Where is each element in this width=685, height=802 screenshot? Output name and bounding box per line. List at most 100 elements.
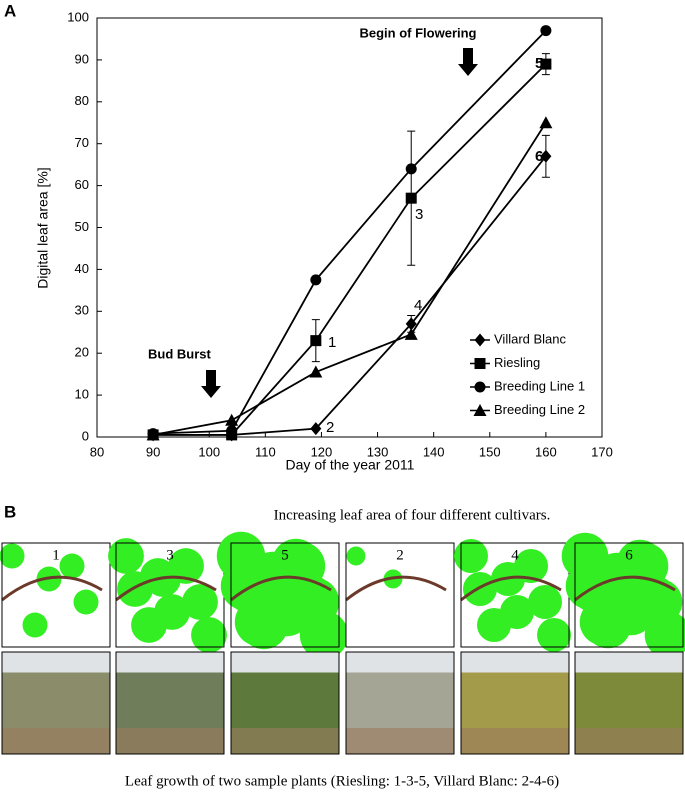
legend-label: Villard Blanc	[494, 331, 567, 346]
x-axis-label: Day of the year 2011	[286, 457, 415, 473]
legend-label: Breeding Line 1	[494, 378, 585, 393]
image-label: 4	[511, 547, 519, 563]
y-tick-label: 0	[82, 428, 89, 443]
leaf-mask	[0, 543, 25, 569]
x-tick-label: 120	[311, 444, 333, 459]
annotation: 3	[415, 206, 423, 223]
marker	[473, 404, 487, 416]
x-tick-label: 150	[479, 444, 501, 459]
marker	[405, 317, 417, 331]
marker	[310, 274, 322, 286]
leaf-mask	[22, 612, 48, 638]
leaf-mask	[73, 589, 99, 615]
photo-sky	[346, 652, 454, 673]
leaf-mask	[168, 548, 204, 584]
photo-ground	[461, 728, 569, 754]
photo-sky	[2, 652, 110, 673]
image-label: 3	[166, 547, 174, 563]
legend-label: Breeding Line 2	[494, 402, 585, 417]
caption: Leaf growth of two sample plants (Riesli…	[125, 773, 559, 789]
photo-ground	[346, 728, 454, 754]
leaf-mask	[616, 539, 664, 587]
vine	[1, 575, 103, 602]
photo-ground	[2, 728, 110, 754]
photo-ground	[231, 728, 339, 754]
arrow	[201, 370, 221, 398]
vine	[345, 575, 447, 602]
leaf-mask	[346, 546, 366, 566]
marker	[539, 116, 553, 129]
legend-label: Riesling	[494, 355, 540, 370]
panel-label: A	[4, 1, 16, 20]
marker	[310, 335, 322, 347]
annotation: 1	[328, 334, 336, 351]
leaf-mask	[154, 594, 190, 630]
y-tick-label: 20	[75, 345, 89, 360]
marker	[146, 428, 160, 441]
image-label: 1	[52, 547, 60, 563]
x-tick-label: 160	[535, 444, 557, 459]
x-tick-label: 100	[198, 444, 220, 459]
photo-sky	[231, 652, 339, 673]
leaf-mask	[59, 553, 85, 579]
mask-frame	[1, 542, 111, 648]
vine	[115, 575, 217, 602]
annotation: Bud Burst	[148, 346, 212, 361]
image-panel: 1 3 5 2 4 6	[0, 531, 685, 755]
y-tick-label: 70	[75, 135, 89, 150]
y-axis-label: Digital leaf area [%]	[35, 167, 51, 288]
vine	[460, 575, 562, 602]
marker	[474, 381, 486, 393]
marker	[404, 327, 418, 340]
marker	[540, 58, 552, 70]
annotation: Begin of Flowering	[360, 25, 477, 40]
marker	[310, 422, 322, 436]
marker	[225, 413, 239, 426]
y-tick-label: 30	[75, 303, 89, 318]
marker	[474, 333, 486, 347]
y-tick-label: 10	[75, 387, 89, 402]
leaf-mask	[271, 538, 321, 588]
y-tick-label: 80	[75, 93, 89, 108]
y-tick-label: 60	[75, 177, 89, 192]
marker	[540, 25, 552, 37]
image-label: 6	[625, 547, 633, 563]
leaf-mask	[182, 584, 218, 620]
plot-frame	[96, 17, 603, 438]
leaf-mask	[579, 598, 627, 646]
photo-sky	[575, 652, 683, 673]
photo-ground	[575, 728, 683, 754]
leaf-mask	[500, 595, 534, 629]
x-tick-label: 110	[255, 444, 276, 459]
x-tick-label: 170	[591, 444, 613, 459]
photo-ground	[116, 728, 224, 754]
x-tick-label: 90	[146, 444, 160, 459]
leaf-mask	[514, 549, 548, 583]
mask-frame	[345, 542, 455, 648]
mask-frame	[574, 542, 684, 648]
leaf-mask	[565, 562, 613, 610]
leaf-mask	[537, 618, 571, 652]
annotation: 2	[326, 419, 334, 436]
x-tick-label: 130	[367, 444, 389, 459]
leaf-mask	[108, 538, 144, 574]
image-label: 5	[281, 547, 289, 563]
leaf-mask	[528, 585, 562, 619]
caption: Increasing leaf area of four different c…	[274, 507, 551, 523]
image-label: 2	[396, 547, 404, 563]
y-tick-label: 40	[75, 261, 89, 276]
y-tick-label: 50	[75, 219, 89, 234]
leaf-mask	[257, 584, 307, 634]
leaf-mask	[630, 575, 678, 623]
leaf-mask	[140, 558, 176, 594]
annotation: 6	[535, 148, 543, 165]
mask-frame	[230, 542, 340, 648]
marker	[226, 425, 238, 437]
photo-sky	[116, 652, 224, 673]
x-tick-label: 140	[423, 444, 445, 459]
y-tick-label: 100	[67, 9, 89, 24]
vine	[230, 575, 332, 602]
arrow	[458, 48, 478, 76]
marker	[405, 163, 417, 175]
